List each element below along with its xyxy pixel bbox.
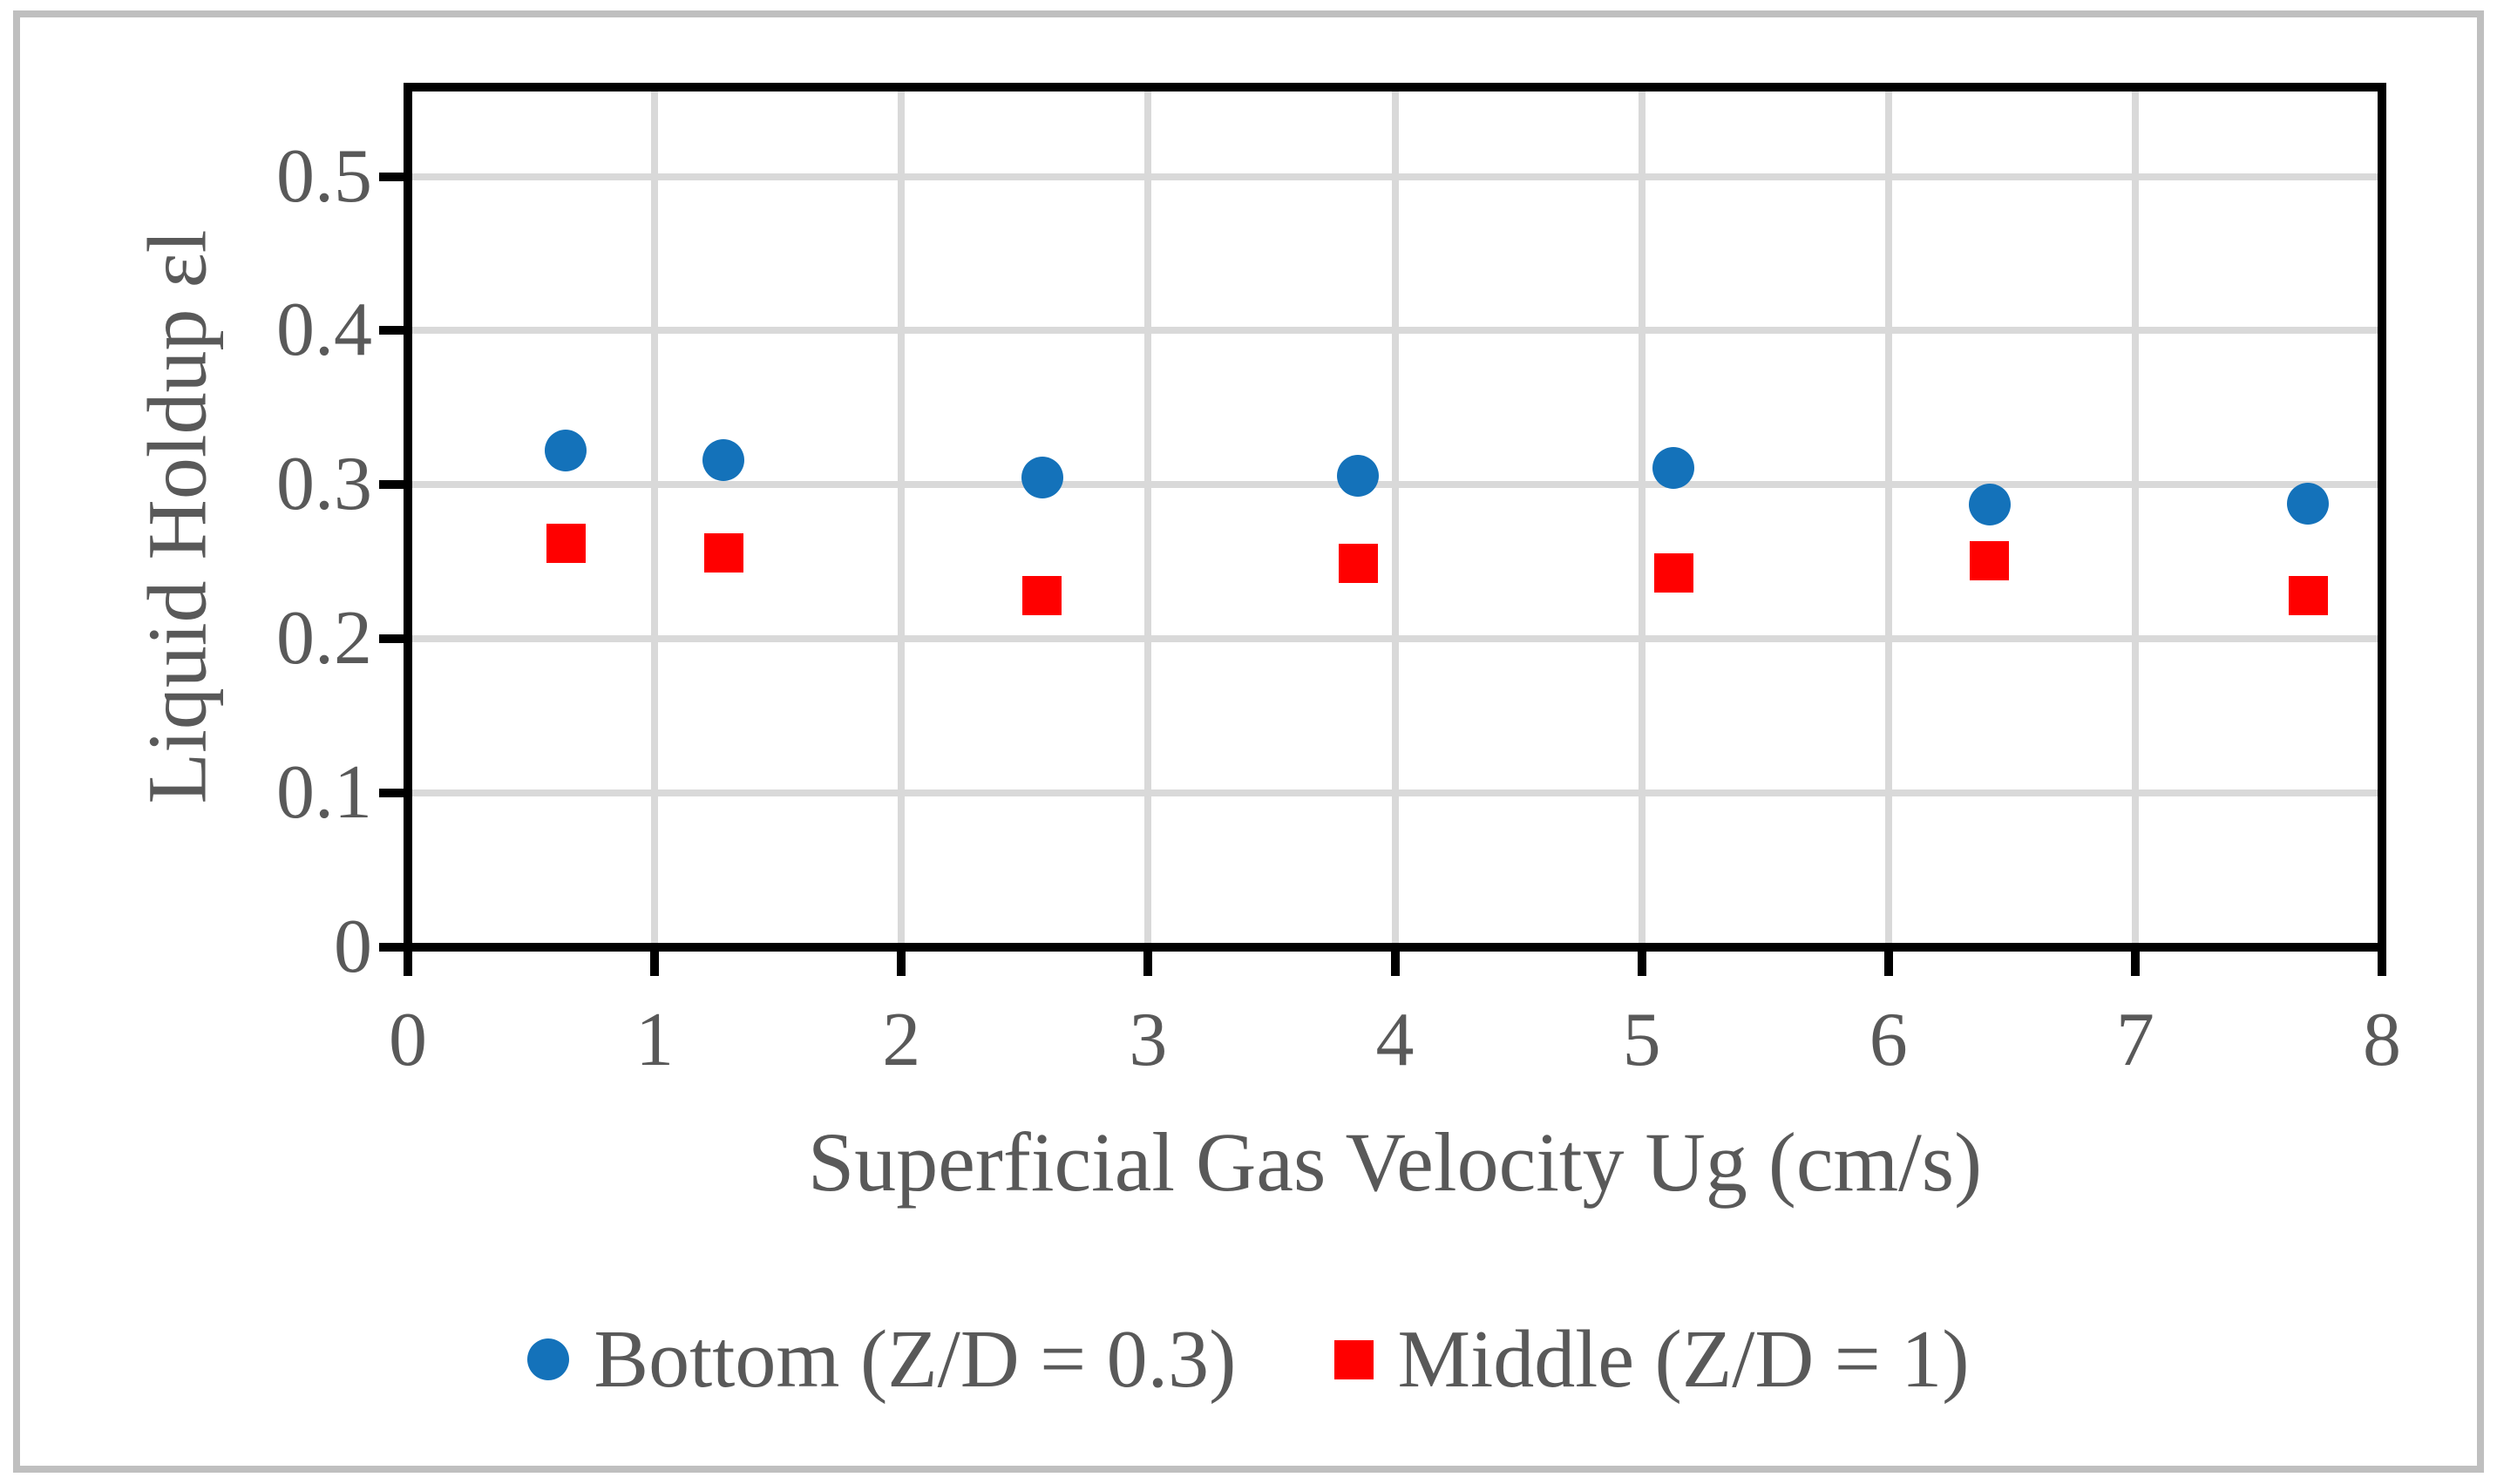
vertical-gridline [1144, 91, 1152, 943]
x-tick-label: 2 [882, 998, 921, 1082]
y-axis-title: Liquid Holdup εl [130, 229, 224, 804]
x-axis-tick [2130, 952, 2140, 976]
x-tick-label: 1 [635, 998, 675, 1082]
vertical-gridline [1638, 91, 1645, 943]
x-tick-label: 6 [1869, 998, 1908, 1082]
x-axis-tick [650, 952, 660, 976]
data-point-middle [703, 532, 743, 573]
data-point-middle [546, 524, 586, 564]
vertical-gridline [898, 91, 906, 943]
horizontal-gridline [412, 327, 2378, 335]
data-point-bottom [1337, 454, 1380, 497]
vertical-gridline [651, 91, 659, 943]
y-axis-tick [379, 480, 404, 490]
y-tick-label: 0.3 [276, 442, 372, 527]
data-point-middle [2288, 576, 2328, 616]
y-axis-tick [379, 172, 404, 181]
x-tick-label: 3 [1129, 998, 1168, 1082]
y-tick-label: 0.2 [276, 596, 372, 681]
data-point-bottom [545, 430, 587, 472]
y-tick-label: 0 [334, 905, 372, 989]
vertical-gridline [1884, 91, 1892, 943]
y-tick-label: 0.1 [276, 750, 372, 836]
legend-entry-middle: Middle (Z/D = 1) [1333, 1314, 1970, 1405]
data-point-bottom [1968, 484, 2011, 526]
y-tick-label: 0.5 [276, 133, 372, 219]
data-point-bottom [2287, 482, 2330, 525]
legend-entry-bottom: Bottom (Z/D = 0.3) [527, 1314, 1237, 1405]
legend: Bottom (Z/D = 0.3) Middle (Z/D = 1) [0, 1311, 2497, 1407]
x-tick-label: 5 [1622, 998, 1661, 1082]
data-point-middle [1653, 552, 1693, 593]
x-axis-tick [2378, 952, 2386, 976]
x-axis-tick [1637, 952, 1646, 976]
y-axis-tick [379, 634, 404, 644]
x-tick-label: 8 [2363, 998, 2401, 1082]
x-axis-tick [1883, 952, 1893, 976]
horizontal-gridline [412, 789, 2378, 797]
data-point-bottom [1021, 456, 1063, 498]
x-axis-tick [1143, 952, 1153, 976]
data-point-middle [1970, 540, 2010, 580]
data-point-bottom [702, 439, 745, 482]
legend-marker-middle-square-icon [1333, 1339, 1374, 1379]
y-axis-tick [379, 943, 404, 952]
horizontal-gridline [412, 481, 2378, 489]
y-axis-tick [379, 789, 404, 798]
legend-label-bottom: Bottom (Z/D = 0.3) [594, 1314, 1237, 1405]
x-tick-label: 0 [389, 998, 427, 1082]
data-point-bottom [1652, 446, 1695, 489]
y-axis-tick [379, 326, 404, 335]
horizontal-gridline [412, 635, 2378, 643]
legend-marker-bottom-circle-icon [527, 1338, 570, 1380]
vertical-gridline [2131, 91, 2139, 943]
horizontal-gridline [412, 173, 2378, 180]
x-tick-label: 4 [1375, 998, 1415, 1082]
x-tick-label: 7 [2115, 998, 2154, 1082]
legend-label-middle: Middle (Z/D = 1) [1397, 1314, 1970, 1405]
x-axis-title: Superficial Gas Velocity Ug (cm/s) [807, 1115, 1983, 1209]
x-axis-tick [1390, 952, 1400, 976]
x-axis-tick [404, 952, 412, 976]
y-tick-label: 0.4 [276, 288, 372, 373]
x-axis-tick [897, 952, 906, 976]
data-point-middle [1338, 544, 1378, 584]
data-point-middle [1022, 576, 1062, 616]
vertical-gridline [1391, 91, 1399, 943]
plot-area-border [404, 83, 2386, 952]
